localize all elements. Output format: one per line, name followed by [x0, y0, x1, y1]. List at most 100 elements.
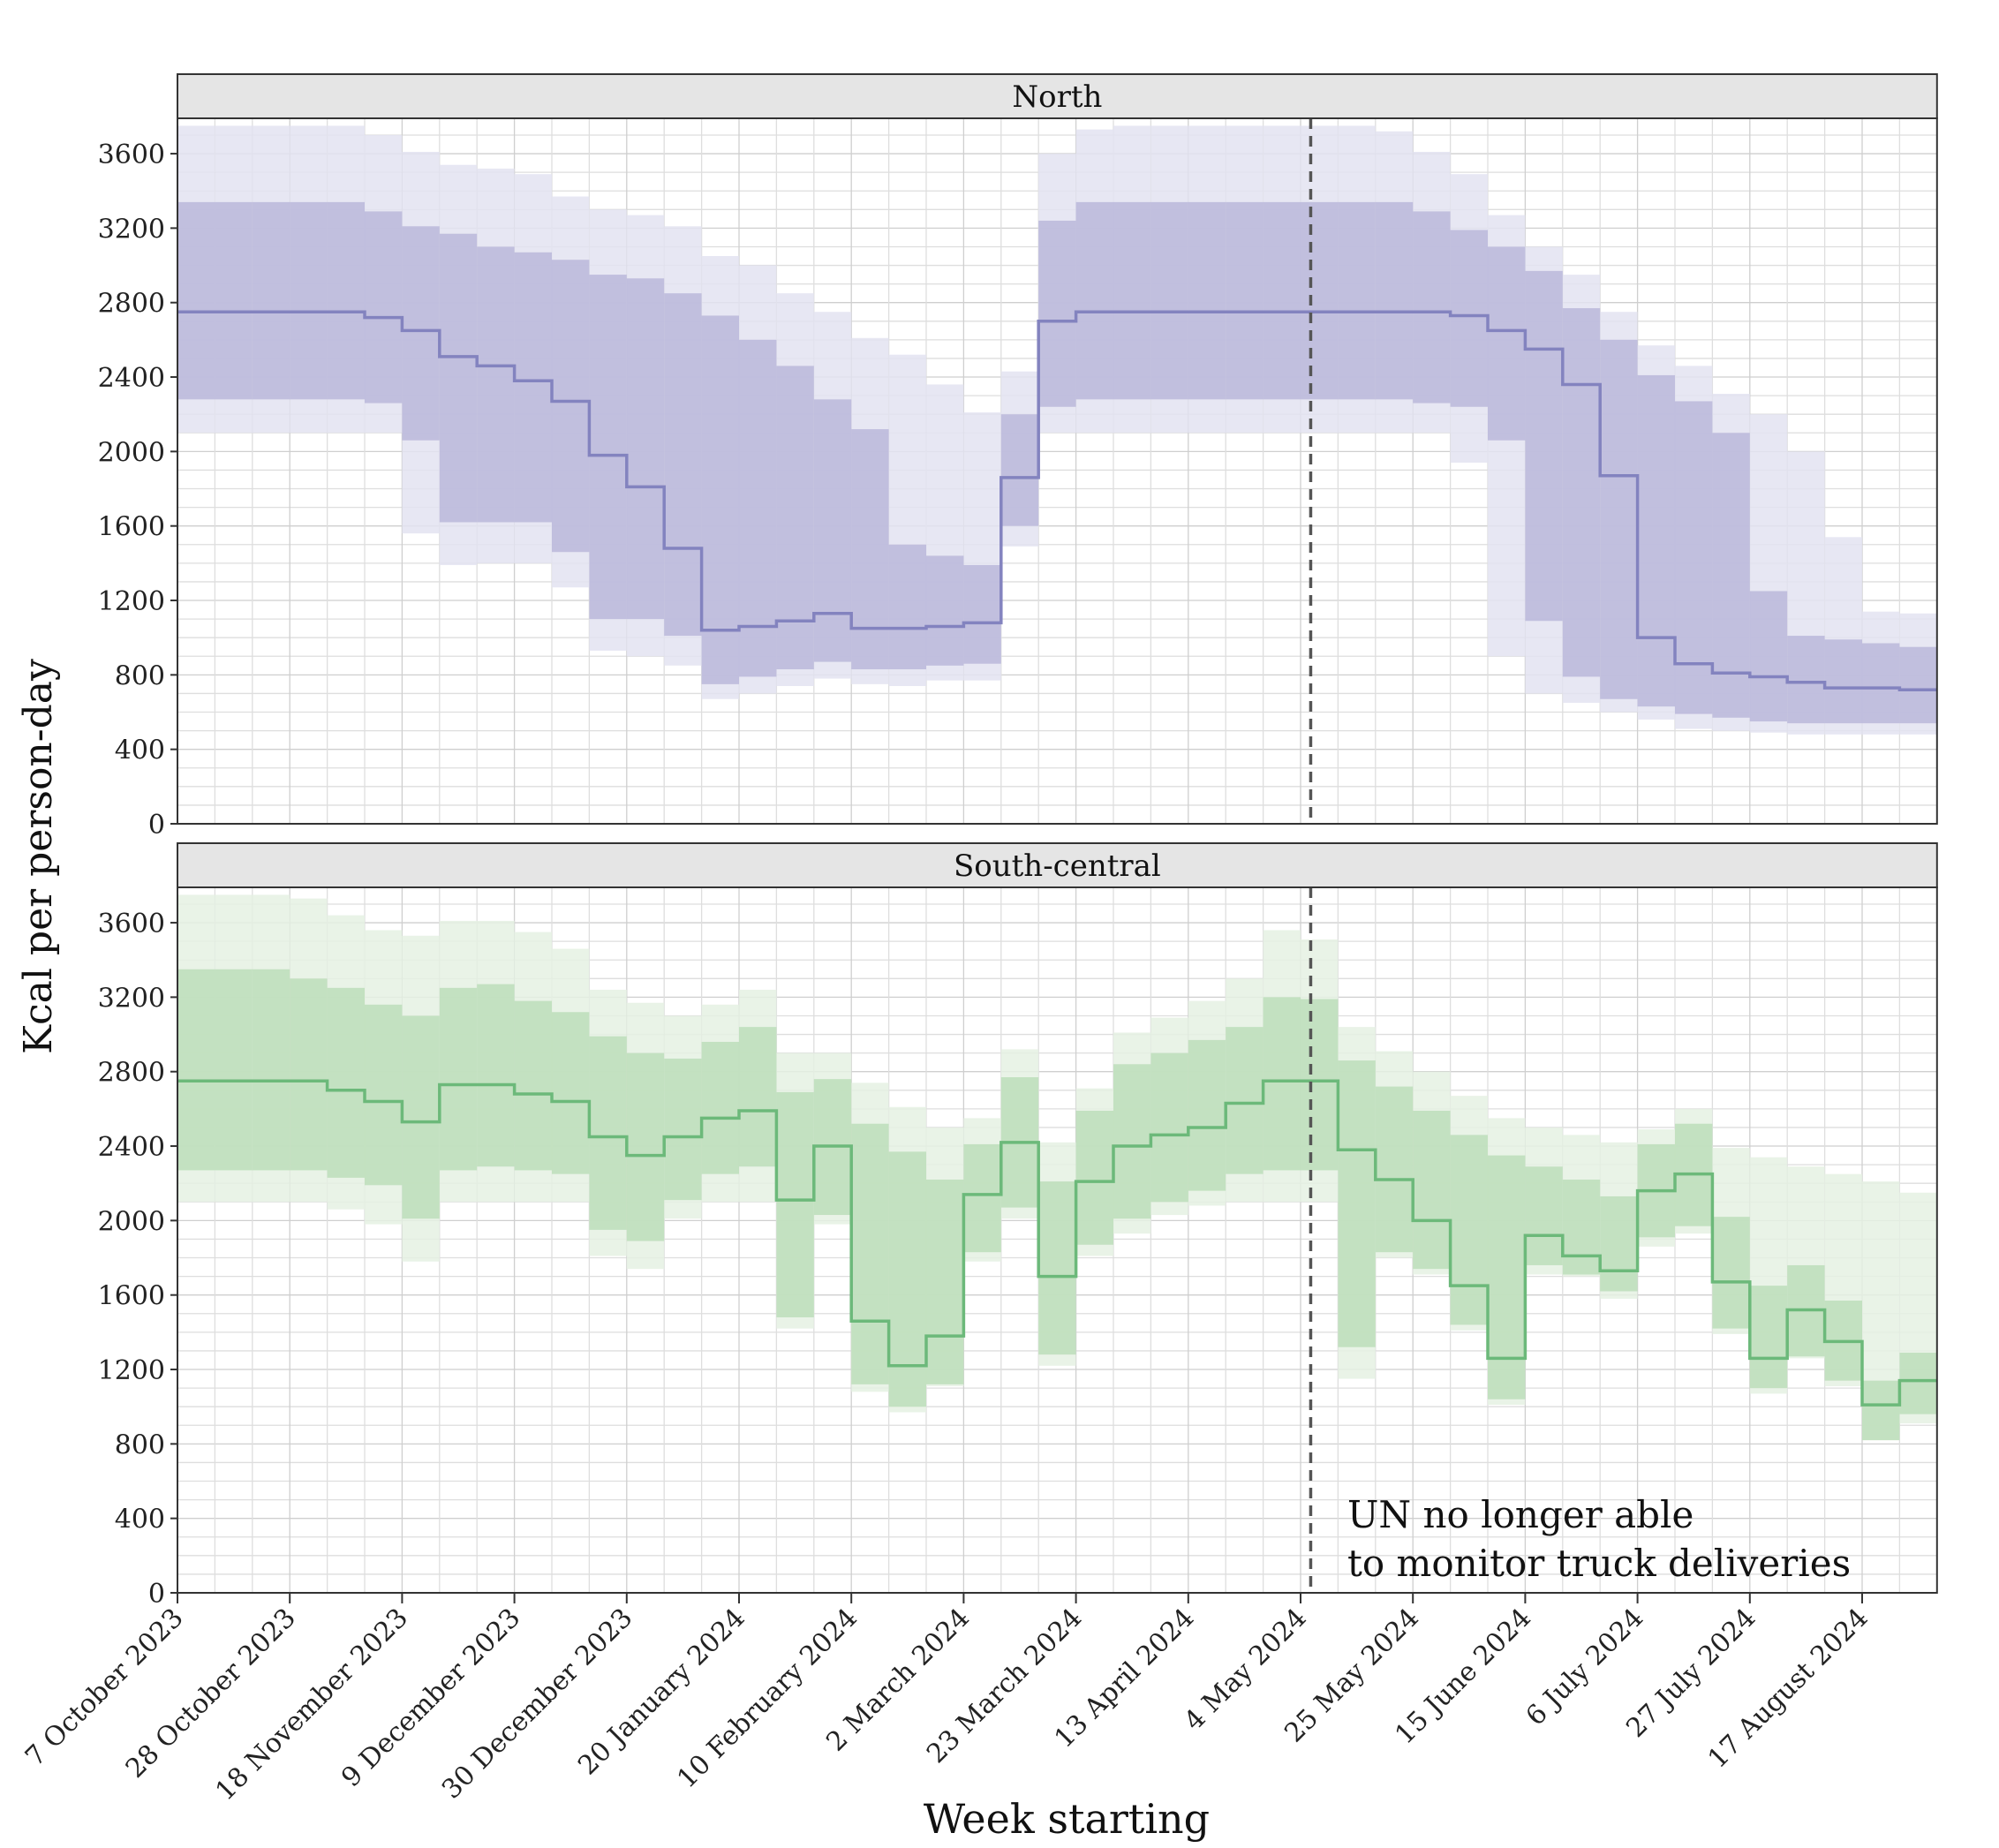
- inner-band-week-38: [1600, 339, 1638, 699]
- inner-band-week-27: [1188, 1039, 1226, 1191]
- inner-band-week-12: [626, 1052, 665, 1241]
- inner-band-week-13: [664, 1058, 702, 1201]
- inner-band-week-29: [1263, 201, 1301, 400]
- y-tick-label: 3200: [98, 214, 165, 245]
- y-tick-label: 3600: [98, 140, 165, 170]
- panel-strip: [177, 842, 1938, 888]
- inner-band-week-46: [1899, 646, 1937, 724]
- x-tick-label: 30 December 2023: [436, 1603, 639, 1806]
- inner-band-week-32: [1375, 1086, 1414, 1253]
- inner-band-week-41: [1712, 1217, 1750, 1329]
- inner-band-week-36: [1525, 1166, 1563, 1265]
- inner-band-week-3: [290, 201, 328, 400]
- inner-band-week-7: [439, 233, 478, 523]
- inner-band-week-19: [888, 1151, 926, 1407]
- inner-band-week-45: [1862, 1380, 1900, 1441]
- panel-border: [177, 117, 1938, 825]
- inner-band-week-13: [664, 293, 702, 637]
- inner-band-week-36: [1525, 270, 1563, 622]
- x-axis-title: Week starting: [924, 1795, 1210, 1843]
- inner-band-week-33: [1413, 1110, 1451, 1270]
- y-tick-label: 800: [115, 660, 165, 691]
- inner-band-week-19: [888, 544, 926, 670]
- inner-band-week-40: [1675, 401, 1713, 714]
- inner-band-week-25: [1113, 201, 1151, 400]
- y-tick-label: 2800: [98, 289, 165, 320]
- inner-band-week-11: [589, 275, 627, 620]
- inner-band-week-34: [1450, 1135, 1488, 1325]
- inner-band-week-30: [1301, 999, 1339, 1171]
- inner-band-week-16: [776, 366, 814, 670]
- y-tick-label: 2400: [98, 1132, 165, 1163]
- inner-band-week-37: [1562, 1179, 1601, 1275]
- inner-band-week-10: [552, 260, 590, 553]
- median-line: [177, 310, 1937, 691]
- y-tick-label: 0: [148, 810, 165, 841]
- panel-strip: [177, 73, 1938, 119]
- inner-band-week-11: [589, 1036, 627, 1230]
- y-tick-label: 1600: [98, 512, 165, 543]
- inner-band-week-24: [1075, 1110, 1113, 1245]
- inner-band-week-31: [1338, 1060, 1376, 1347]
- inner-band-week-28: [1226, 201, 1264, 400]
- inner-band-week-29: [1263, 997, 1301, 1171]
- inner-band-week-4: [327, 201, 365, 400]
- inner-band-week-2: [252, 969, 290, 1171]
- inner-band-week-9: [514, 252, 552, 523]
- inner-band-week-32: [1375, 201, 1414, 400]
- inner-band-week-20: [926, 555, 964, 666]
- inner-band-week-26: [1150, 201, 1188, 400]
- inner-band-week-15: [739, 1027, 777, 1167]
- inner-band-week-23: [1038, 1181, 1076, 1355]
- inner-band-week-14: [701, 1041, 739, 1174]
- panel-north: North 0 400 800 1200 1600 2000 2400 2800 3200 3600: [98, 73, 1938, 841]
- inner-band-week-3: [290, 978, 328, 1171]
- inner-band-week-8: [477, 984, 515, 1167]
- inner-band-week-46: [1899, 1353, 1937, 1414]
- inner-band-week-42: [1749, 1286, 1788, 1389]
- inner-band-week-20: [926, 1179, 964, 1384]
- median-line: [177, 1079, 1937, 1407]
- inner-band-week-0: [177, 969, 215, 1171]
- inner-band-week-2: [252, 201, 290, 400]
- inner-band-week-17: [813, 399, 852, 662]
- inner-band-week-43: [1787, 636, 1825, 724]
- inner-band-week-4: [327, 987, 365, 1178]
- inner-band-week-8: [477, 246, 515, 523]
- y-tick-label: 0: [148, 1579, 165, 1610]
- inner-band-week-21: [963, 564, 1001, 664]
- inner-band-week-42: [1749, 591, 1788, 722]
- inner-band-week-25: [1113, 1064, 1151, 1219]
- event-annotation-line2: to monitor truck deliveries: [1347, 1542, 1851, 1585]
- inner-band-week-22: [1000, 414, 1039, 526]
- inner-band-week-14: [701, 315, 739, 684]
- panel-title: North: [1012, 79, 1102, 115]
- inner-band-week-45: [1862, 643, 1900, 724]
- inner-band-week-39: [1637, 374, 1675, 707]
- y-tick-label: 2000: [98, 1206, 165, 1237]
- inner-band-week-27: [1188, 201, 1226, 400]
- panel-title: South-central: [954, 849, 1161, 884]
- y-tick-label: 3600: [98, 909, 165, 939]
- inner-band-week-28: [1226, 1027, 1264, 1174]
- inner-band-week-30: [1301, 201, 1339, 400]
- inner-band-week-1: [215, 969, 253, 1171]
- inner-band-week-38: [1600, 1196, 1638, 1292]
- y-tick-label: 400: [115, 1505, 165, 1535]
- inner-band-week-35: [1488, 246, 1526, 441]
- inner-band-week-9: [514, 1000, 552, 1171]
- inner-band-week-12: [626, 278, 665, 620]
- inner-band-week-33: [1413, 211, 1451, 404]
- x-tick-label: 18 November 2023: [210, 1603, 414, 1807]
- inner-band-week-24: [1075, 201, 1113, 400]
- inner-band-week-6: [402, 1015, 440, 1219]
- inner-band-week-23: [1038, 220, 1076, 407]
- inner-band-week-34: [1450, 230, 1488, 407]
- inner-band-week-18: [851, 1123, 889, 1384]
- inner-band-week-0: [177, 201, 215, 400]
- inner-band-week-7: [439, 987, 478, 1171]
- inner-band-week-37: [1562, 308, 1601, 677]
- inner-band-week-5: [365, 211, 403, 404]
- y-tick-label: 400: [115, 735, 165, 766]
